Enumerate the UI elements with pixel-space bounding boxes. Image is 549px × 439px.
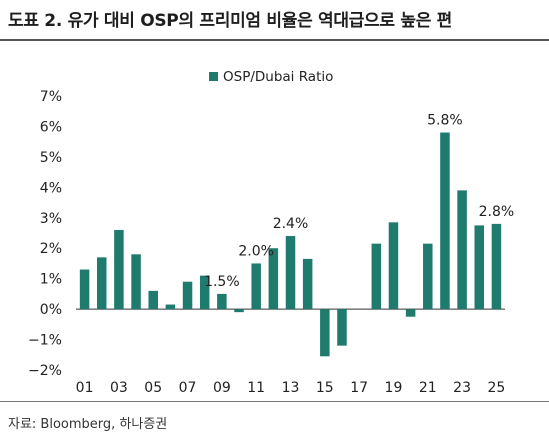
y-tick-label: 6% [40,119,62,135]
y-tick-label: −1% [28,333,62,349]
data-label: 1.5% [204,274,240,290]
data-label: 2.8% [479,204,515,220]
y-tick-label: −2% [28,363,62,379]
bar-15 [320,309,330,357]
bar-02 [96,257,107,310]
data-label: 2.4% [273,216,309,232]
footer-rule [0,401,549,402]
x-tick-label: 21 [419,380,437,396]
y-tick-label: 4% [40,180,62,196]
bar-03 [114,229,124,310]
bar-06 [165,304,176,310]
bar-24 [474,225,485,310]
x-tick-label: 25 [488,380,506,396]
x-tick-label: 05 [144,380,162,396]
bar-11 [251,263,261,310]
x-tick-label: 09 [213,380,231,396]
bar-07 [182,281,193,310]
x-tick-label: 23 [453,380,471,396]
title-rule [0,39,549,41]
bar-12 [268,248,279,310]
x-tick-label: 03 [110,380,128,396]
bar-05 [148,290,158,310]
bar-13 [285,236,296,310]
y-tick-label: 3% [40,211,62,227]
x-tick-label: 07 [179,380,197,396]
bar-04 [131,254,141,310]
x-tick-label: 17 [350,380,368,396]
bar-20 [405,309,416,317]
chart-title: 도표 2. 유가 대비 OSP의 프리미엄 비율은 역대급으로 높은 편 [8,11,452,31]
x-tick-label: 13 [282,380,300,396]
legend-swatch [209,72,218,81]
y-tick-label: 5% [40,150,62,166]
bar-16 [337,309,347,346]
bar-21 [423,243,433,310]
bar-09 [217,293,227,310]
x-tick-label: 11 [247,380,265,396]
chart-canvas: −2% −1% 0% 1% 2% 3% 4% 5% 6% 7% 01 03 05 07 09 11 13 15 17… [28,69,515,396]
bar-25 [491,223,502,310]
bar-01 [79,269,90,310]
x-tick-label: 01 [76,380,94,396]
bar-14 [302,258,313,310]
legend-label: OSP/Dubai Ratio [223,69,333,85]
source-note: 자료: Bloomberg, 하나증권 [8,417,168,432]
y-tick-label: 7% [40,89,62,105]
data-label: 2.0% [238,243,274,259]
x-tick-label: 15 [316,380,334,396]
bar-19 [388,222,399,310]
bar-08 [199,275,210,310]
y-tick-label: 2% [40,241,62,257]
bar-22 [440,132,450,310]
bar-18 [371,243,382,310]
bar-10 [234,309,244,313]
data-label: 5.8% [427,113,463,129]
y-tick-label: 0% [40,302,62,318]
x-tick-label: 19 [385,380,403,396]
y-tick-label: 1% [40,272,62,288]
bar-23 [457,190,467,310]
